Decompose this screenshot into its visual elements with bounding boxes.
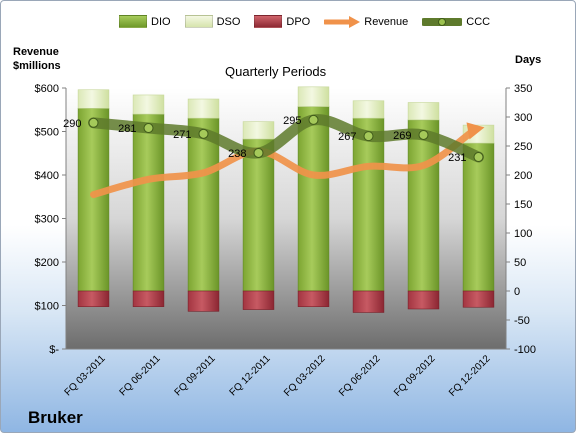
bar-dpo: [77, 290, 110, 307]
category-tick-label: FQ 12-2011: [228, 353, 273, 398]
ccc-line: [88, 114, 484, 163]
category-tick-label: FQ 06-2012: [337, 353, 383, 399]
ccc-data-label: 290: [63, 118, 81, 130]
left-axis-title-line2: $millions: [13, 60, 61, 72]
legend-swatch-ccc: [422, 17, 463, 26]
bar-dso: [187, 98, 220, 119]
bar-dio: [462, 142, 495, 292]
legend-label-dso: DSO: [216, 15, 241, 28]
legend-label-dpo: DPO: [286, 15, 311, 28]
left-tick-label: $300: [35, 214, 59, 226]
revenue-arrowhead: [466, 122, 485, 140]
bar-dpo: [407, 290, 440, 310]
chart-title: Quarterly Periods: [225, 64, 327, 79]
right-tick-label: 50: [514, 257, 526, 269]
bar-dpo: [187, 290, 220, 312]
category-tick-label: FQ 03-2011: [63, 353, 108, 398]
legend-swatch-dpo: [254, 15, 283, 28]
right-tick-label: 300: [514, 112, 532, 124]
right-tick-label: 250: [514, 141, 532, 153]
legend-swatch-revenue: [324, 15, 361, 28]
legend: DIO DSO DPO Revenue CCC: [119, 15, 504, 28]
ccc-point: [88, 117, 99, 128]
left-tick-label: $-: [49, 344, 59, 356]
revenue-line: [90, 127, 476, 199]
bar-dio: [187, 117, 220, 292]
company-name: Bruker: [28, 408, 83, 427]
bar-dio: [297, 106, 330, 292]
category-tick-label: FQ 03-2012: [282, 353, 328, 399]
right-tick-label: 100: [514, 228, 532, 240]
bar-dpo: [242, 290, 275, 310]
left-tick-label: $100: [35, 301, 59, 313]
ccc-point: [418, 129, 429, 140]
legend-item-dpo: DPO: [254, 15, 310, 28]
bar-dio: [352, 117, 385, 292]
right-tick-label: 200: [514, 170, 532, 182]
legend-item-dio: DIO: [119, 15, 171, 28]
bar-dio: [77, 108, 110, 292]
left-tick-label: $400: [35, 170, 59, 182]
legend-swatch-dio: [119, 15, 147, 28]
right-tick-label: -50: [514, 315, 530, 327]
bar-dso: [407, 102, 440, 121]
ccc-data-label: 231: [448, 152, 466, 164]
bar-dio: [242, 138, 275, 292]
left-axis-title-line1: Revenue: [13, 46, 59, 58]
legend-label-ccc: CCC: [466, 15, 491, 28]
right-tick-label: -100: [514, 344, 536, 356]
left-tick-label: $600: [35, 83, 59, 95]
left-axis-title: Revenue $millions: [13, 45, 61, 73]
bar-dso: [77, 89, 110, 109]
legend-item-ccc: CCC: [422, 16, 490, 28]
left-tick-label: $500: [35, 127, 59, 139]
bar-dpo: [297, 290, 330, 307]
bar-dpo: [132, 290, 165, 307]
legend-item-dso: DSO: [184, 15, 241, 28]
ccc-data-label: 267: [338, 131, 356, 143]
ccc-point: [253, 147, 264, 158]
legend-swatch-dso: [184, 15, 213, 28]
category-tick-label: FQ 09-2012: [392, 353, 438, 399]
ccc-data-label: 238: [228, 148, 246, 160]
ccc-point: [308, 114, 319, 125]
right-tick-label: 0: [514, 286, 520, 298]
bar-dio: [407, 119, 440, 292]
bar-dso: [132, 94, 165, 115]
ccc-point: [198, 128, 209, 139]
bar-dso: [297, 86, 330, 107]
bar-dso: [352, 100, 385, 119]
bar-dso: [242, 121, 275, 140]
bar-dpo: [462, 290, 495, 308]
ccc-point: [473, 152, 484, 163]
ccc-data-label: 281: [118, 123, 136, 135]
category-tick-label: FQ 09-2011: [173, 353, 218, 398]
right-tick-label: 150: [514, 199, 532, 211]
right-tick-label: 350: [514, 83, 532, 95]
legend-item-revenue: Revenue: [324, 15, 409, 28]
legend-label-dio: DIO: [151, 15, 171, 28]
right-axis-title: Days: [515, 54, 542, 66]
ccc-data-label: 269: [393, 130, 411, 142]
bar-dpo: [352, 290, 385, 313]
ccc-point: [143, 123, 154, 134]
ccc-data-label: 271: [173, 129, 191, 141]
left-tick-label: $200: [35, 257, 59, 269]
ccc-point: [363, 131, 374, 142]
category-tick-label: FQ 06-2011: [118, 353, 163, 398]
legend-label-revenue: Revenue: [364, 15, 409, 28]
ccc-data-label: 295: [283, 115, 301, 127]
bar-dio: [132, 113, 165, 292]
category-tick-label: FQ 12-2012: [447, 353, 493, 399]
